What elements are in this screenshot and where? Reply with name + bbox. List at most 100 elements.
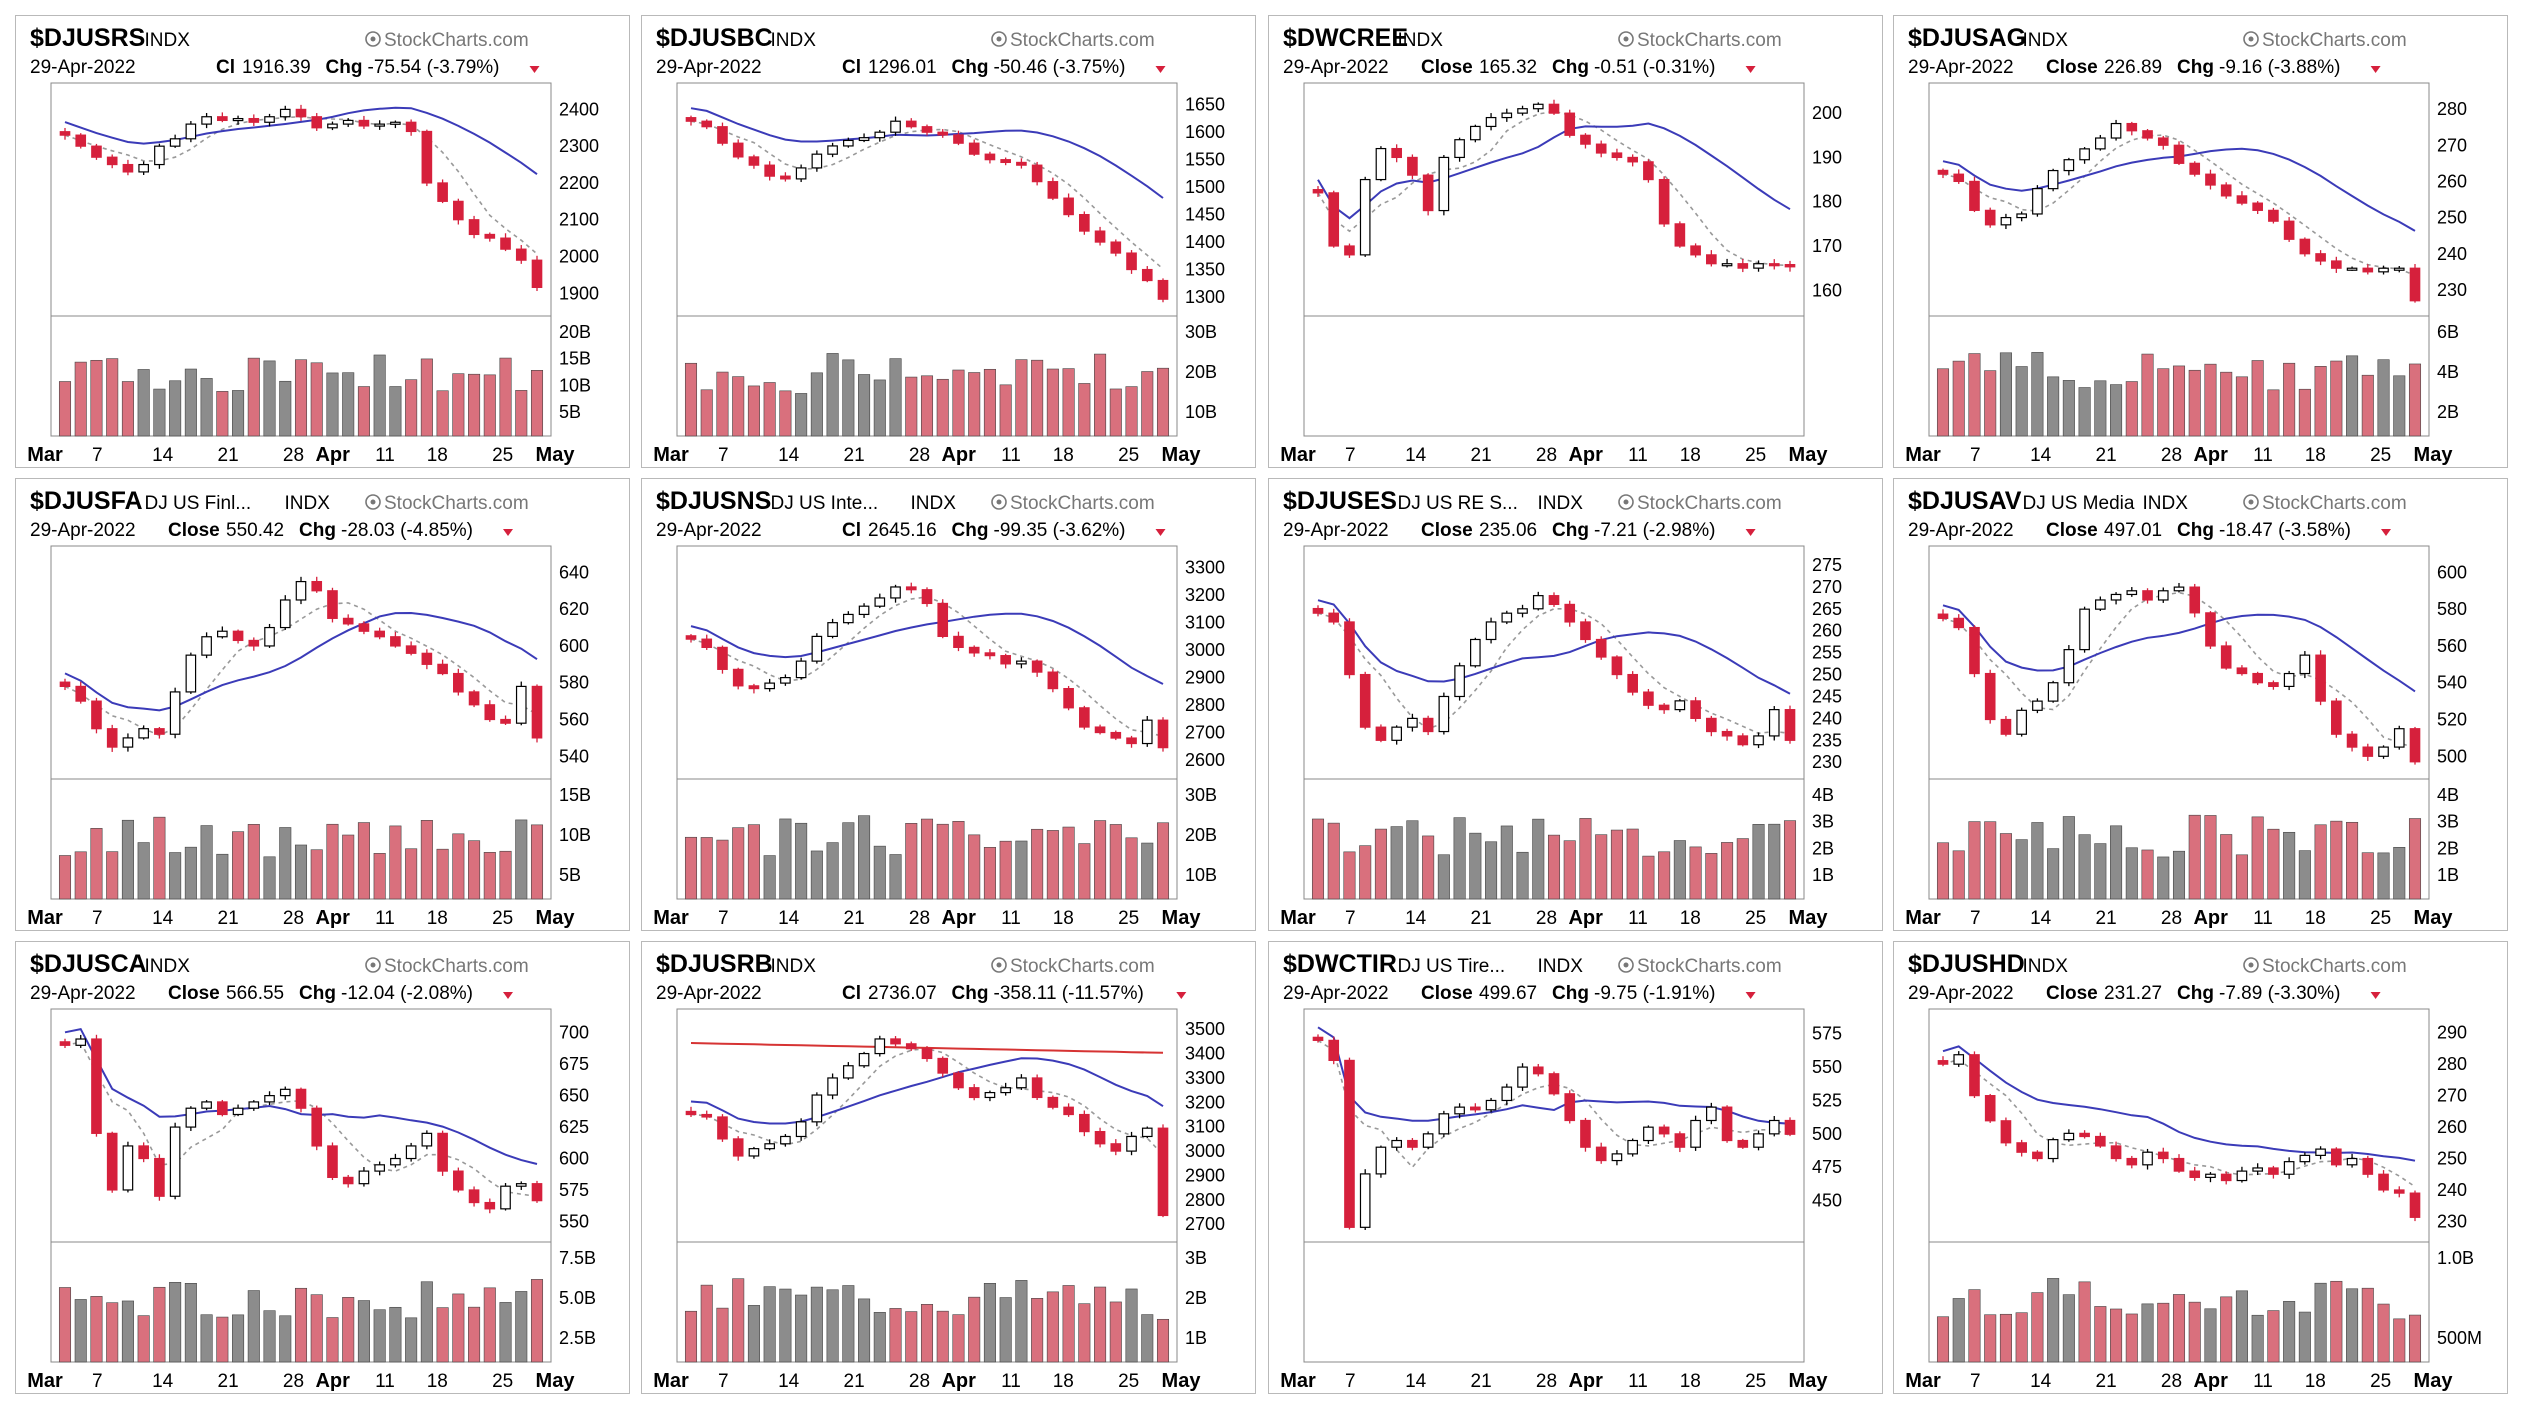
candle [1141, 266, 1153, 283]
candle [2409, 726, 2421, 765]
candle [531, 255, 543, 292]
candle [2205, 169, 2216, 190]
candle [374, 627, 385, 640]
volume-tick-label: 20B [1185, 825, 1217, 845]
volume-bar [1125, 386, 1138, 437]
volume-bar [795, 1294, 808, 1363]
candle [2032, 185, 2043, 217]
candle [2220, 1171, 2232, 1185]
volume-bar [1062, 826, 1075, 900]
volume-bar [2110, 384, 2123, 437]
chart-exchange: INDX [1538, 956, 1584, 977]
volume-tick-label: 2B [1185, 1288, 1207, 1308]
volume-bar [1485, 841, 1498, 900]
watermark-text: StockCharts.com [2262, 493, 2407, 514]
chg-label: Chg [299, 983, 336, 1004]
candle [1532, 1063, 1544, 1077]
price-tick-label: 3200 [1185, 585, 1225, 605]
volume-bar [763, 382, 776, 437]
chart-panel-djusfa[interactable]: $DJUSFA DJ US Finl... INDX StockCharts.com 2… [15, 478, 630, 931]
volume-bar [1984, 1314, 1997, 1363]
volume-bar [2078, 387, 2091, 437]
candle [748, 1146, 760, 1159]
volume-bar [1721, 842, 1734, 900]
x-tick-label: 11 [375, 445, 395, 466]
candle [1063, 1103, 1074, 1117]
chart-panel-djusbc[interactable]: $DJUSBC INDX StockCharts.com 29-Apr-2022 Cl 1… [641, 15, 1256, 468]
chart-panel-djusrb[interactable]: $DJUSRB INDX StockCharts.com 29-Apr-2022 Cl 2… [641, 941, 1256, 1394]
candle [342, 1174, 354, 1188]
volume-tick-label: 3B [1812, 812, 1834, 832]
volume-bar [342, 372, 355, 437]
close-label: Cl [842, 520, 861, 541]
price-tick-label: 3100 [1185, 1117, 1225, 1137]
chart-panel-djusav[interactable]: $DJUSAV DJ US Media INDX StockCharts.com 29-… [1893, 478, 2508, 931]
chart-panel-djusns[interactable]: $DJUSNS DJ US Inte... INDX StockCharts.com 2… [641, 478, 1256, 931]
volume-bar [2188, 814, 2201, 900]
candle [764, 678, 775, 692]
candle [2032, 698, 2043, 714]
candle [1157, 278, 1169, 303]
x-tick-label: Apr [2193, 444, 2228, 466]
candle [2095, 134, 2106, 151]
volume-bar [2141, 353, 2154, 437]
candle [453, 198, 464, 225]
volume-bar [1516, 851, 1529, 900]
candle [2252, 201, 2263, 215]
chart-panel-dwcree[interactable]: $DWCREE INDX StockCharts.com 29-Apr-2022 Clo… [1268, 15, 1883, 468]
volume-bar [1374, 828, 1387, 900]
volume-bar [1984, 370, 1997, 437]
volume-bar [1046, 368, 1059, 437]
candle [2173, 1154, 2185, 1173]
x-tick-label: 7 [718, 1371, 729, 1392]
chart-panel-djusag[interactable]: $DJUSAG INDX StockCharts.com 29-Apr-2022 Clo… [1893, 15, 2508, 468]
x-tick-label: 7 [718, 445, 729, 466]
volume-tick-label: 10B [1185, 865, 1217, 885]
x-tick-label: Mar [653, 444, 689, 466]
chart-panel-djusrs[interactable]: $DJUSRS INDX StockCharts.com 29-Apr-2022 Cl 1… [15, 15, 630, 468]
candle [685, 115, 697, 126]
volume-bar [1109, 1301, 1122, 1363]
chart-panel-djushd[interactable]: $DJUSHD INDX StockCharts.com 29-Apr-2022 Clo… [1893, 941, 2508, 1394]
candle [1375, 146, 1387, 182]
volume-bar [2377, 1303, 2390, 1363]
volume-bar [530, 824, 544, 900]
volume-bar [2157, 1302, 2170, 1363]
x-tick-label: 25 [1118, 445, 1139, 466]
candle [937, 129, 949, 138]
candle [1110, 239, 1122, 257]
volume-bar [2393, 847, 2406, 900]
x-tick-label: 28 [283, 445, 304, 466]
price-tick-label: 1450 [1185, 205, 1225, 225]
candle [1470, 124, 1481, 143]
chart-panel-dwctir[interactable]: $DWCTIR DJ US Tire... INDX StockCharts.com 2… [1268, 941, 1883, 1394]
close-value: 566.55 [226, 983, 284, 1004]
volume-bar [795, 393, 808, 437]
volume-bar [1046, 830, 1059, 900]
candle [1470, 637, 1481, 668]
volume-bar [842, 1285, 855, 1363]
candle [2157, 1147, 2169, 1164]
candle [1517, 105, 1528, 116]
x-tick-label: 14 [2030, 908, 2052, 929]
price-tick-label: 235 [1812, 730, 1842, 750]
price-tick-label: 575 [559, 1180, 589, 1200]
candle [2016, 707, 2027, 737]
candle [2283, 670, 2295, 691]
chart-panel-djusca[interactable]: $DJUSCA INDX StockCharts.com 29-Apr-2022 Clo… [15, 941, 630, 1394]
candle [437, 179, 448, 204]
volume-bar [2031, 822, 2044, 900]
candle [968, 645, 980, 657]
chart-symbol: $DJUSRB [656, 950, 773, 978]
candle [91, 143, 102, 160]
chart-svg: $DJUSRS INDX StockCharts.com 29-Apr-2022 Cl 1… [27, 24, 599, 466]
candle [342, 614, 354, 626]
chart-panel-djuses[interactable]: $DJUSES DJ US RE S... INDX StockCharts.com 2… [1268, 478, 1883, 931]
volume-bar [732, 376, 745, 437]
volume-bar [810, 372, 823, 437]
x-tick-label: 7 [92, 445, 103, 466]
candle [1157, 1124, 1169, 1218]
volume-tick-label: 1B [2437, 865, 2459, 885]
price-tick-label: 255 [1812, 643, 1842, 663]
chart-svg: $DWCTIR DJ US Tire... INDX StockCharts.com 2… [1280, 950, 1842, 1392]
